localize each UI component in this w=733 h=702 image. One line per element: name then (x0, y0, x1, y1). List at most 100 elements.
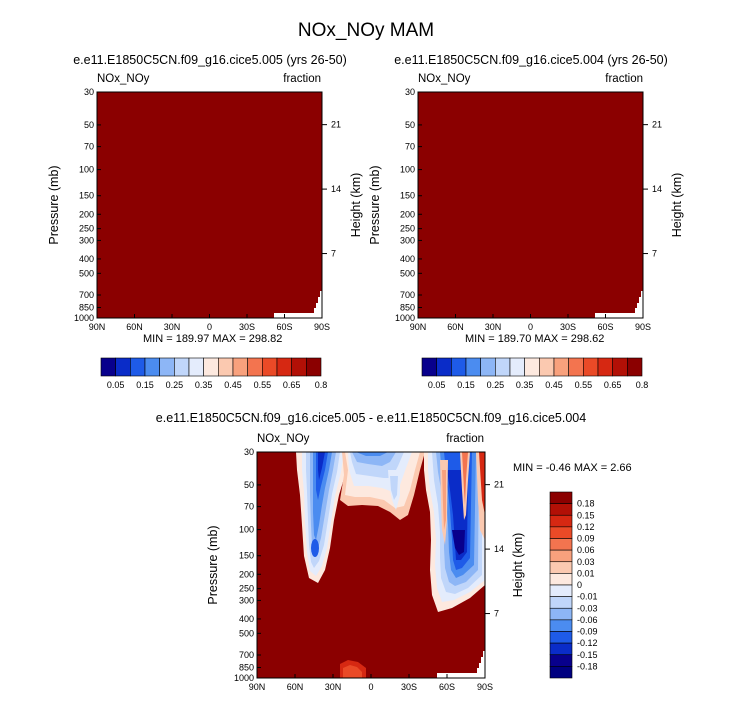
panel-1-colorbar-label: 0.8 (315, 380, 328, 390)
panel-1-colorbar-box (262, 357, 278, 377)
panel-1-y-tick-label: 250 (79, 224, 94, 234)
panel-3-x-tick-label: 90N (249, 682, 266, 692)
panel-1-colorbar-box (218, 357, 234, 377)
panel-2-x-tick-label: 30N (485, 322, 502, 332)
panel-2-colorbar-box (524, 357, 540, 377)
panel-1-ylabel: Pressure (mb) (47, 165, 61, 244)
panel-2-colorbar-box (509, 357, 525, 377)
panel-2-stats: MIN = 189.70 MAX = 298.62 (465, 333, 605, 345)
panel-2-colorbar-box (553, 357, 569, 377)
panel-2-y-tick-label: 850 (400, 303, 415, 313)
panel-1-colorbar-box (159, 357, 175, 377)
panel-3-colorbar-label: -0.09 (577, 627, 598, 637)
panel-3-colorbar-box (549, 654, 573, 667)
panel-3-colorbar-label: -0.15 (577, 650, 598, 660)
panel-3-colorbar-label: 0.18 (577, 499, 595, 509)
panel-2-right-label: fraction (605, 73, 643, 85)
panel-1-colorbar-label: 0.45 (224, 380, 242, 390)
panel-2-colorbar-label: 0.55 (575, 380, 593, 390)
panel-1-x-tick-label: 90N (89, 322, 106, 332)
panel-3-y-tick-label: 50 (244, 480, 254, 490)
panel-3-x-ticks: 90N 60N 30N 0 30S 60S 90S (249, 674, 493, 692)
panel-3-colorbar-box (549, 584, 573, 597)
panel-2-y-tick-label: 400 (400, 254, 415, 264)
panel-2-y2-tick-label: 21 (652, 120, 662, 130)
panel-2-ylabel: Pressure (mb) (368, 165, 382, 244)
panel-2-y2-tick-label: 14 (652, 184, 662, 194)
panel-3-colorbar-box (549, 538, 573, 551)
panel-1-y-tick-label: 70 (84, 142, 94, 152)
panel-2-y-tick-label: 1000 (395, 313, 415, 323)
panel-3-y-tick-label: 500 (239, 628, 254, 638)
panel-3-colorbar-label: -0.06 (577, 615, 598, 625)
panel-1-colorbar-box (115, 357, 131, 377)
panel-1-colorbar-box (144, 357, 160, 377)
panel-3-y-tick-label: 400 (239, 614, 254, 624)
panel-1-y2-ticks: 21 14 7 (322, 120, 341, 259)
panel-2-colorbar-box (436, 357, 452, 377)
panel-2-x-tick-label: 90N (410, 322, 427, 332)
panel-1-colorbar-box (276, 357, 292, 377)
panel-3-colorbar-box (549, 573, 573, 586)
panel-2-colorbar-label: 0.8 (636, 380, 649, 390)
panel-1-x-tick-label: 90S (314, 322, 330, 332)
panel-3-y-tick-label: 30 (244, 447, 254, 457)
panel-2-x-tick-label: 90S (635, 322, 651, 332)
panel-3-colorbar-box (549, 549, 573, 563)
panel-1-y-tick-label: 100 (79, 165, 94, 175)
panel-1-field (97, 92, 322, 318)
panel-2-y-tick-label: 100 (400, 165, 415, 175)
panel-3-y-tick-label: 70 (244, 502, 254, 512)
panel-2-y-tick-label: 150 (400, 191, 415, 201)
panel-1-left-label: NOx_NOy (97, 73, 150, 85)
panel-1-y2-tick-label: 21 (331, 120, 341, 130)
panel-3-colorbar-label: -0.18 (577, 661, 598, 671)
panel-2-title: e.e11.E1850C5CN.f09_g16.cice5.004 (yrs 2… (394, 53, 668, 67)
panel-2-colorbar-box (495, 357, 511, 377)
panel-2-y2-tick-label: 7 (652, 249, 657, 259)
panel-1-colorbar-label: 0.05 (107, 380, 125, 390)
panel-3-colorbar-box (549, 561, 573, 574)
panel-3-colorbar-label: 0.12 (577, 522, 595, 532)
panel-3-colorbar-label: 0.15 (577, 510, 595, 520)
panel-3-y-tick-label: 850 (239, 663, 254, 673)
panel-2-y-tick-label: 200 (400, 209, 415, 219)
panel-2-x-ticks: 90N 60N 30N 0 30S 60S 90S (410, 314, 651, 332)
panel-1-x-tick-label: 30N (164, 322, 181, 332)
panel-2-y-tick-label: 50 (405, 120, 415, 130)
panel-2-y-tick-label: 500 (400, 268, 415, 278)
panel-2-colorbar-box (539, 357, 555, 377)
page-title: NOx_NOy MAM (298, 20, 434, 41)
panel-3-title: e.e11.E1850C5CN.f09_g16.cice5.005 - e.e1… (156, 411, 586, 425)
panel-2-colorbar: 0.05 0.15 0.25 0.35 0.45 0.55 0.65 0.8 (421, 357, 649, 390)
panel-3-x-tick-label: 60S (439, 682, 455, 692)
panel-3-x-tick-label: 30N (325, 682, 342, 692)
panel-1-y-tick-label: 400 (79, 254, 94, 264)
panel-2-colorbar-box (627, 357, 643, 377)
panel-2-y-tick-label: 700 (400, 290, 415, 300)
panel-1-y-tick-label: 300 (79, 235, 94, 245)
panel-1-colorbar-box (306, 357, 322, 377)
panel-2-x-tick-label: 60S (597, 322, 613, 332)
panel-3-colorbar-box (549, 526, 573, 539)
panel-3-y-tick-label: 150 (239, 551, 254, 561)
panel-1-x-tick-label: 30S (239, 322, 255, 332)
panel-1-stats: MIN = 189.97 MAX = 298.82 (143, 333, 283, 345)
panel-1-colorbar-box (203, 357, 219, 377)
panel-3-y2-tick-label: 14 (494, 544, 504, 554)
panel-3-colorbar-label: 0.09 (577, 534, 595, 544)
panel-1-y2-tick-label: 7 (331, 249, 336, 259)
panel-3-colorbar-label: -0.01 (577, 592, 598, 602)
panel-3-colorbar: 0.180.15 0.12 0.090.06 0.030.01 0 -0.01-0.03 -… (549, 491, 598, 679)
panel-1-colorbar-box (174, 357, 190, 377)
panel-2-colorbar-box (597, 357, 613, 377)
panel-2-missing-region (595, 291, 643, 318)
panel-2-y-tick-label: 70 (405, 142, 415, 152)
panel-1-right-label: fraction (283, 73, 321, 85)
panel-1-x-tick-label: 60N (126, 322, 143, 332)
panel-3-stats: MIN = -0.46 MAX = 2.66 (513, 462, 632, 474)
panel-3-colorbar-box (549, 631, 573, 644)
